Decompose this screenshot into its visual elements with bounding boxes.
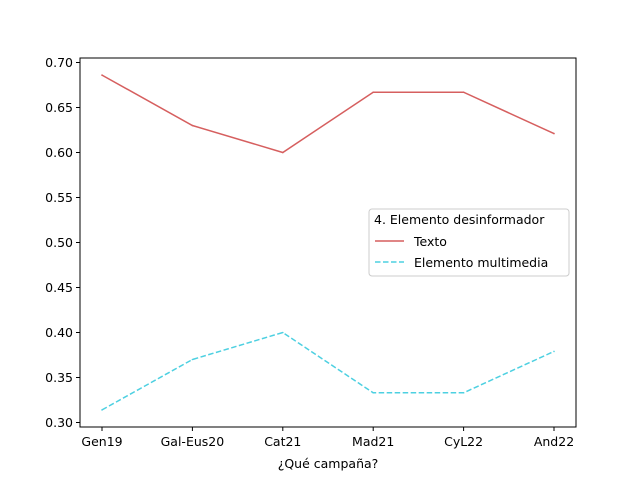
data-point-texto [191, 124, 194, 127]
y-tick-label: 0.30 [45, 415, 73, 430]
data-point-texto [553, 132, 555, 135]
y-tick-label: 0.70 [45, 55, 73, 70]
y-tick-label: 0.55 [45, 190, 73, 205]
x-axis-title: ¿Qué campaña? [278, 456, 379, 471]
data-point-elemento-multimedia [553, 350, 555, 353]
data-point-texto [462, 91, 465, 93]
legend-label-elemento-multimedia: Elemento multimedia [414, 255, 548, 270]
x-tick-label: Cat21 [264, 434, 301, 449]
data-point-elemento-multimedia [372, 392, 375, 394]
plot-frame [79, 57, 577, 428]
legend-label-texto: Texto [413, 234, 447, 249]
legend-box [368, 208, 570, 277]
legend-title: 4. Elemento desinformador [374, 212, 545, 227]
series-line-elemento-multimedia [101, 331, 555, 411]
data-point-texto [282, 151, 284, 154]
x-tick-label: Gen19 [81, 434, 122, 449]
data-point-texto [372, 91, 375, 93]
y-tick-label: 0.45 [45, 280, 73, 295]
y-tick-label: 0.50 [45, 235, 73, 250]
series-line-texto [101, 74, 555, 154]
x-tick-label: Mad21 [352, 434, 394, 449]
x-tick-label: And22 [534, 434, 574, 449]
series-layer [101, 74, 555, 411]
x-tick-label: CyL22 [444, 434, 483, 449]
x-tick-label: Gal-Eus20 [161, 434, 225, 449]
ticks-layer: Gen19 Gal-Eus20 Cat21 Mad21 CyL22 And22 0.30 0.… [45, 55, 574, 449]
data-point-elemento-multimedia [282, 331, 284, 334]
y-tick-label: 0.60 [45, 145, 73, 160]
data-point-texto [101, 74, 103, 76]
data-point-elemento-multimedia [191, 358, 194, 361]
legend: 4. Elemento desinformador Texto Elemento… [368, 208, 570, 277]
y-tick-label: 0.40 [45, 325, 73, 340]
data-point-elemento-multimedia [101, 409, 103, 411]
y-tick-label: 0.35 [45, 370, 73, 385]
data-point-elemento-multimedia [462, 392, 465, 394]
y-tick-label: 0.65 [45, 100, 73, 115]
